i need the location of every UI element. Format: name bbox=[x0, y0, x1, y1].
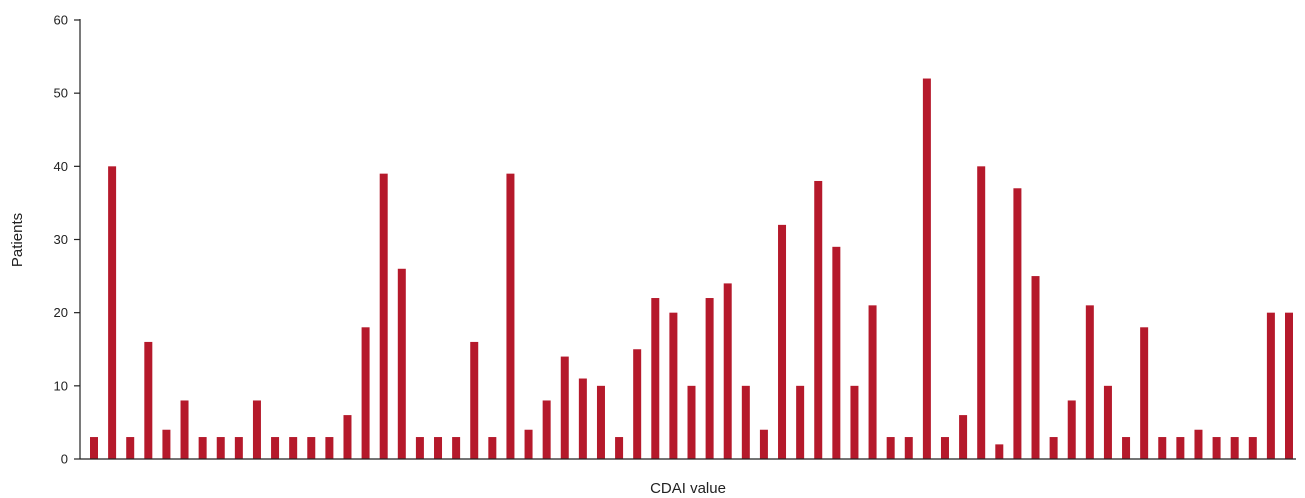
bar bbox=[1176, 437, 1185, 459]
bar bbox=[1031, 276, 1040, 459]
bar bbox=[687, 385, 696, 459]
bar bbox=[126, 437, 135, 459]
bar bbox=[995, 444, 1004, 459]
bar bbox=[470, 341, 479, 459]
bar bbox=[452, 437, 461, 459]
bar bbox=[108, 166, 117, 459]
bar bbox=[1194, 429, 1203, 459]
y-tick-label: 0 bbox=[61, 452, 68, 467]
bar bbox=[615, 437, 624, 459]
bar bbox=[633, 349, 642, 459]
bar bbox=[959, 415, 968, 459]
bars bbox=[90, 78, 1293, 459]
bar bbox=[596, 385, 605, 459]
bar bbox=[506, 173, 515, 459]
bar bbox=[1212, 437, 1221, 459]
y-axis-title: Patients bbox=[9, 213, 26, 267]
bar bbox=[868, 305, 877, 459]
bar bbox=[723, 283, 732, 459]
bar bbox=[343, 415, 352, 459]
bar bbox=[1158, 437, 1167, 459]
bar bbox=[814, 180, 823, 459]
bar bbox=[234, 437, 243, 459]
bar bbox=[289, 437, 298, 459]
y-tick-label: 40 bbox=[54, 159, 68, 174]
bar bbox=[198, 437, 207, 459]
y-axis-ticks: 0 10 20 30 40 50 60 bbox=[54, 13, 80, 467]
bar bbox=[542, 400, 551, 459]
bar bbox=[162, 429, 171, 459]
bar bbox=[90, 437, 98, 459]
bar bbox=[651, 298, 660, 459]
bar bbox=[1248, 437, 1257, 459]
bar bbox=[216, 437, 225, 459]
bar bbox=[741, 385, 750, 459]
bar bbox=[325, 437, 334, 459]
bar bbox=[977, 166, 986, 459]
bar bbox=[778, 224, 787, 459]
bar bbox=[397, 268, 406, 459]
bar bbox=[488, 437, 497, 459]
bar bbox=[705, 298, 714, 459]
y-tick-label: 20 bbox=[54, 305, 68, 320]
bar bbox=[415, 437, 424, 459]
bar bbox=[1067, 400, 1076, 459]
bar bbox=[850, 385, 859, 459]
bar bbox=[252, 400, 261, 459]
bar bbox=[759, 429, 768, 459]
bar bbox=[560, 356, 569, 459]
bar bbox=[307, 437, 316, 459]
x-axis-title: CDAI value bbox=[650, 480, 726, 497]
bar bbox=[180, 400, 189, 459]
bar bbox=[1049, 437, 1058, 459]
bar bbox=[1230, 437, 1239, 459]
bar bbox=[1013, 188, 1022, 459]
bar bbox=[361, 327, 370, 459]
bar bbox=[1122, 437, 1131, 459]
y-tick-label: 30 bbox=[54, 232, 68, 247]
y-tick-label: 60 bbox=[54, 13, 68, 28]
y-tick-label: 50 bbox=[54, 86, 68, 101]
bar bbox=[144, 341, 153, 459]
bar bbox=[796, 385, 805, 459]
bar bbox=[434, 437, 443, 459]
bar bbox=[1266, 312, 1275, 459]
bar bbox=[271, 437, 280, 459]
bar bbox=[922, 78, 931, 459]
bar bbox=[524, 429, 533, 459]
bar bbox=[379, 173, 388, 459]
bar bbox=[886, 437, 895, 459]
y-tick-label: 10 bbox=[54, 378, 68, 393]
bar bbox=[669, 312, 678, 459]
bar bbox=[1285, 312, 1293, 459]
bar bbox=[1140, 327, 1149, 459]
bar bbox=[1103, 385, 1112, 459]
bar bbox=[1085, 305, 1094, 459]
bar bbox=[904, 437, 913, 459]
bar bbox=[578, 378, 587, 459]
bar bbox=[940, 437, 949, 459]
bar bbox=[832, 246, 841, 459]
